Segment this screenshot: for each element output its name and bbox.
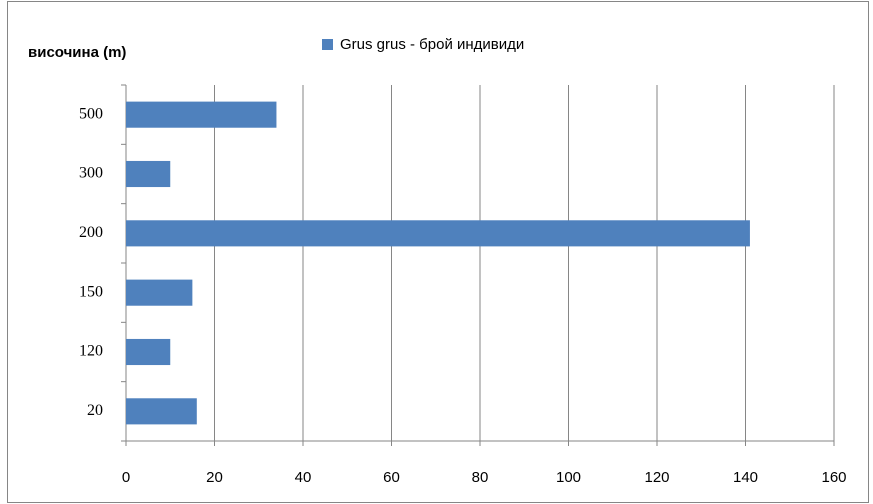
legend-label: Grus grus - брой индивиди [340, 36, 524, 53]
y-tick-label: 200 [79, 224, 103, 241]
bar [126, 398, 197, 425]
x-tick-label: 0 [122, 469, 130, 486]
x-tick-label: 100 [556, 469, 581, 486]
bar [126, 101, 277, 128]
y-tick-label: 120 [79, 343, 103, 360]
bar [126, 338, 171, 366]
x-tick-label: 140 [733, 469, 758, 486]
bar [126, 160, 171, 188]
y-tick-label: 500 [79, 105, 103, 122]
x-tick-label: 60 [383, 469, 400, 486]
bar [126, 279, 193, 306]
x-tick-label: 20 [206, 469, 223, 486]
x-tick-label: 120 [644, 469, 669, 486]
y-axis-label: височина (m) [28, 44, 126, 61]
y-tick-label: 300 [79, 165, 103, 182]
x-tick-label: 80 [472, 469, 489, 486]
x-tick-label: 40 [295, 469, 312, 486]
legend-swatch [322, 39, 333, 50]
bar [126, 220, 750, 247]
chart-frame [7, 1, 869, 503]
y-tick-label: 20 [87, 402, 103, 419]
y-tick-label: 150 [79, 283, 103, 300]
x-tick-label: 160 [821, 469, 846, 486]
